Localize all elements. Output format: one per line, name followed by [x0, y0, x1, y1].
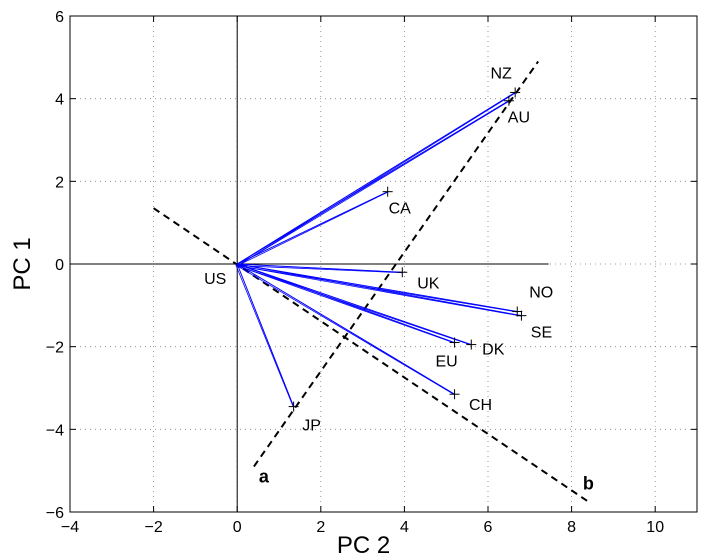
vector-EU	[237, 263, 455, 344]
loading-vectors	[235, 92, 522, 407]
vector-SE	[237, 263, 522, 317]
point-label-CA: CA	[389, 201, 412, 218]
vector-edge-JP	[235, 264, 294, 407]
marker-EU	[449, 337, 460, 348]
vector-CH	[236, 263, 455, 395]
x-tick-label: 10	[646, 519, 664, 536]
y-axis-label: PC 1	[9, 237, 36, 290]
reference-line-label-a: a	[259, 467, 270, 487]
vector-edge-CH	[236, 265, 455, 395]
marker-NO	[512, 306, 523, 317]
x-tick-label: −2	[144, 519, 162, 536]
vector-AU	[236, 100, 510, 265]
x-axis-label: PC 2	[337, 532, 390, 558]
y-tick-label: −4	[46, 422, 64, 439]
vector-edge-NZ	[237, 92, 516, 266]
point-label-UK: UK	[417, 275, 440, 292]
point-label-NO: NO	[529, 285, 553, 302]
y-tick-label: 0	[55, 257, 64, 274]
marker-JP	[288, 401, 299, 412]
point-label-AU: AU	[508, 110, 530, 127]
plot-frame	[69, 15, 698, 513]
y-tick-label: −6	[46, 505, 64, 522]
vector-edge-SE	[236, 265, 522, 317]
point-markers	[288, 87, 527, 412]
vector-NZ	[236, 92, 516, 265]
vector-DK	[237, 263, 472, 346]
point-label-EU: EU	[435, 354, 457, 371]
reference-line-b	[153, 207, 589, 503]
point-labels: NZ AU CA UK NO SE DK EU CH JP US	[204, 65, 553, 434]
marker-UK	[397, 267, 408, 278]
point-label-NZ: NZ	[491, 65, 513, 82]
marker-CH	[449, 389, 460, 400]
y-tick-label: 2	[55, 174, 64, 191]
vector-edge-DK	[236, 265, 472, 346]
point-label-SE: SE	[531, 325, 552, 342]
point-label-CH: CH	[469, 397, 492, 414]
reference-line-a	[253, 60, 539, 468]
vector-NO	[237, 263, 518, 313]
y-tick-label: −2	[46, 340, 64, 357]
vector-edge-NO	[236, 265, 518, 313]
marker-DK	[466, 339, 477, 350]
x-tick-label: −4	[61, 519, 79, 536]
x-tick-label: 6	[484, 519, 493, 536]
vector-edge-UK	[237, 265, 403, 274]
y-tick-label: 6	[55, 9, 64, 26]
marker-NZ	[510, 87, 521, 98]
x-tick-label: 8	[567, 519, 576, 536]
point-label-JP: JP	[302, 418, 321, 435]
point-label-DK: DK	[482, 342, 505, 359]
vector-edge-EU	[236, 265, 455, 344]
vector-edge-AU	[237, 100, 510, 266]
marker-AU	[503, 95, 514, 106]
y-tick-label: 4	[55, 92, 64, 109]
vector-edge-CA	[237, 191, 389, 266]
point-label-US: US	[204, 271, 226, 288]
vector-JP	[236, 263, 295, 407]
vector-UK	[237, 263, 403, 273]
x-tick-label: 0	[233, 519, 242, 536]
x-tick-label: 2	[316, 519, 325, 536]
axis-zero-lines	[70, 16, 549, 512]
marker-SE	[516, 310, 527, 321]
vector-CA	[236, 191, 388, 265]
marker-CA	[382, 186, 393, 197]
x-tick-label: 4	[400, 519, 409, 536]
reference-line-label-b: b	[583, 474, 594, 494]
